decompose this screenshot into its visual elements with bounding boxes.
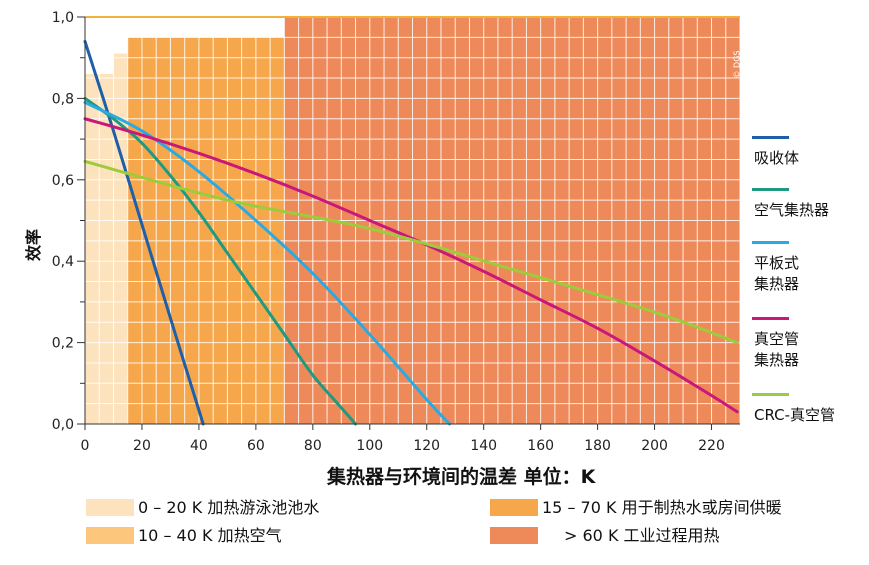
zone-swatch — [86, 527, 134, 544]
y-tick-label: 1,0 — [52, 10, 74, 26]
legend-label: CRC-真空管 — [754, 406, 836, 424]
x-tick-label: 140 — [470, 438, 497, 454]
credit-text: © DGS — [732, 50, 742, 79]
legend-swatch — [752, 393, 789, 396]
legend-label: 空气集热器 — [754, 201, 830, 219]
x-tick-label: 80 — [304, 438, 322, 454]
x-tick-label: 60 — [247, 438, 265, 454]
series-line-1 — [83, 96, 358, 426]
y-axis-title: 效率 — [24, 228, 44, 262]
zone-text: 15 – 70 K 用于制热水或房间供暖 — [542, 498, 782, 517]
y-tick-label: 0,6 — [52, 173, 74, 189]
x-tick-label: 120 — [413, 438, 440, 454]
y-tick-label: 0,2 — [52, 336, 74, 352]
zone-area — [127, 37, 199, 424]
legend-label: 平板式 集热器 — [754, 254, 800, 293]
x-tick-label: 160 — [527, 438, 554, 454]
efficiency-curves — [83, 39, 739, 426]
zone-text: 10 – 40 K 加热空气 — [138, 526, 282, 545]
axes: 0 20 40 60 80 100 120 140 160 180 200 220 0,0 0,2 0,4 0… — [52, 10, 740, 454]
legend-label: 真空管 集热器 — [754, 330, 800, 369]
zone-swatch — [490, 499, 538, 516]
y-tick-label: 0,0 — [52, 417, 74, 433]
x-tick-label: 220 — [698, 438, 725, 454]
legend-swatch — [752, 241, 789, 244]
zone-text: 0 – 20 K 加热游泳池池水 — [138, 498, 320, 517]
zone-text: > 60 K 工业过程用热 — [564, 526, 720, 545]
x-tick-label: 100 — [356, 438, 383, 454]
x-tick-label: 40 — [190, 438, 208, 454]
x-axis-title: 集热器与环境间的温差 单位：K — [327, 466, 596, 488]
x-tick-label: 200 — [641, 438, 668, 454]
x-tick-label: 180 — [584, 438, 611, 454]
legend-swatch — [752, 136, 789, 139]
legend-swatch — [752, 317, 789, 320]
series-line-0 — [83, 39, 205, 426]
y-tick-label: 0,4 — [52, 254, 74, 270]
y-tick-label: 0,8 — [52, 91, 74, 107]
zone-swatch — [86, 499, 134, 516]
legend-label: 吸收体 — [754, 149, 800, 167]
grid — [84, 16, 741, 425]
legend-swatch — [752, 188, 789, 191]
zone-swatch — [490, 527, 538, 544]
series-line-4 — [83, 159, 739, 345]
x-tick-label: 0 — [81, 438, 90, 454]
x-tick-label: 20 — [133, 438, 151, 454]
